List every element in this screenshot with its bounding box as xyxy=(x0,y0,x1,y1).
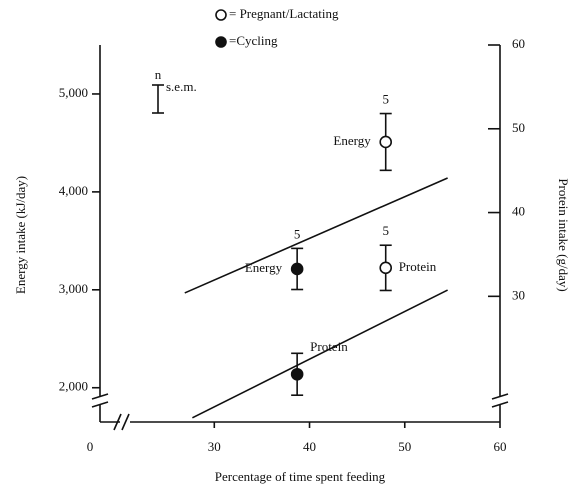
key-label: s.e.m. xyxy=(166,79,197,94)
regression-line xyxy=(192,289,448,419)
x-break-label: 0 xyxy=(87,439,94,454)
n-label: 5 xyxy=(382,223,389,238)
axis-break xyxy=(113,413,122,431)
y2-tick-label: 60 xyxy=(512,36,525,51)
axis-break xyxy=(491,401,509,408)
legend-label: =Cycling xyxy=(229,33,278,48)
point-label: Energy xyxy=(333,133,371,148)
y2-axis-label: Protein intake (g/day) xyxy=(556,178,571,291)
axis-break xyxy=(91,401,109,408)
y-tick-label: 2,000 xyxy=(59,379,88,394)
y-axis-label: Energy intake (kJ/day) xyxy=(13,176,28,294)
y-tick-label: 3,000 xyxy=(59,281,88,296)
point xyxy=(379,135,393,149)
y-tick-label: 5,000 xyxy=(59,85,88,100)
x-tick-label: 50 xyxy=(398,439,411,454)
legend-marker xyxy=(215,9,227,21)
point xyxy=(379,261,393,275)
x-axis-label: Percentage of time spent feeding xyxy=(215,469,386,484)
regression-line xyxy=(184,177,448,294)
point-label: Energy xyxy=(245,260,283,275)
axis-break xyxy=(491,393,509,400)
legend-label: = Pregnant/Lactating xyxy=(229,6,339,21)
y-tick-label: 4,000 xyxy=(59,183,88,198)
n-label: 5 xyxy=(382,92,389,107)
legend-marker xyxy=(215,36,227,48)
point xyxy=(290,367,304,381)
x-tick-label: 30 xyxy=(208,439,221,454)
x-tick-label: 60 xyxy=(494,439,507,454)
key-n: n xyxy=(155,67,162,82)
y2-tick-label: 30 xyxy=(512,287,525,302)
point xyxy=(290,262,304,276)
point-label: Protein xyxy=(310,339,348,354)
y2-tick-label: 40 xyxy=(512,204,525,219)
x-tick-label: 40 xyxy=(303,439,316,454)
point-label: Protein xyxy=(399,259,437,274)
y2-tick-label: 50 xyxy=(512,120,525,135)
n-label: 5 xyxy=(294,226,301,241)
axis-break xyxy=(91,393,109,400)
axis-break xyxy=(121,413,130,431)
